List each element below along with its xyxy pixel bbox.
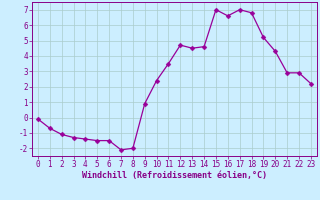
X-axis label: Windchill (Refroidissement éolien,°C): Windchill (Refroidissement éolien,°C): [82, 171, 267, 180]
